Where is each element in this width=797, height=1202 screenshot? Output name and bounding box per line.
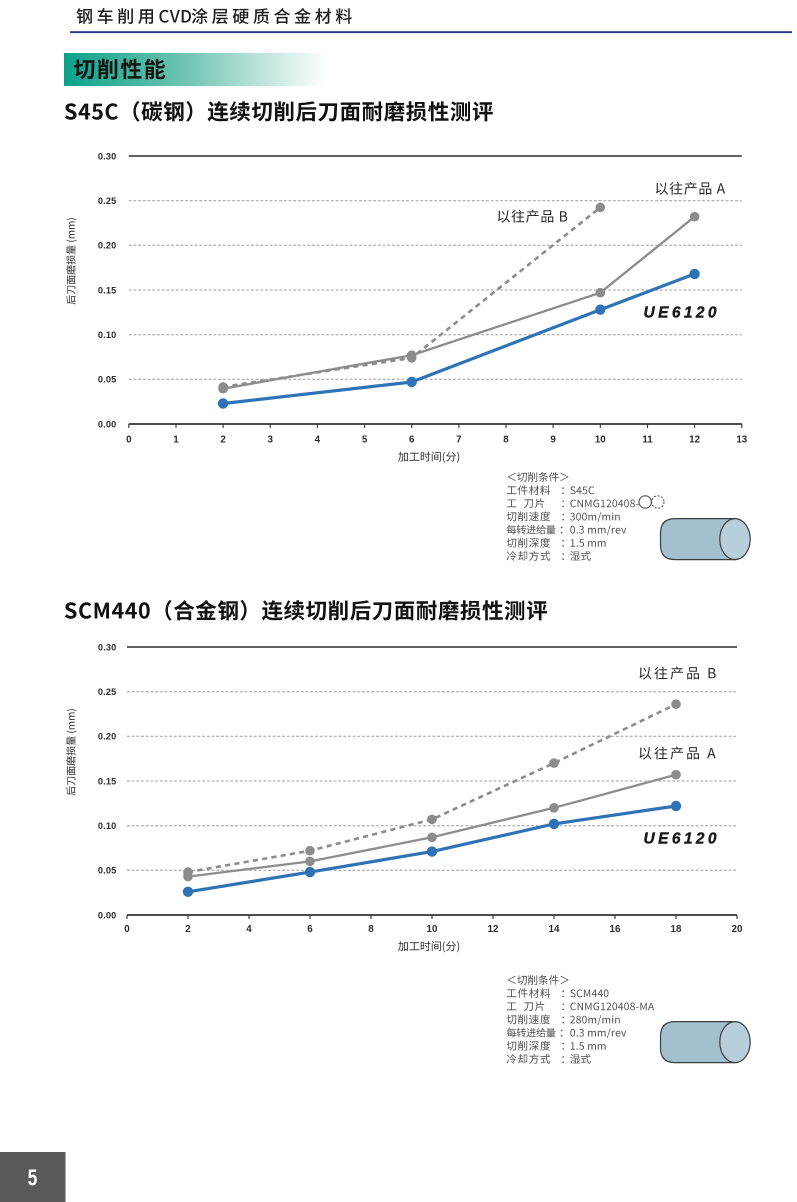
svg-text:13: 13	[736, 435, 747, 446]
svg-text:20: 20	[732, 924, 743, 935]
svg-text:8: 8	[503, 435, 509, 446]
svg-text:12: 12	[689, 435, 700, 446]
svg-text:0.30: 0.30	[98, 151, 116, 161]
svg-text:0.25: 0.25	[98, 687, 116, 697]
svg-text:1: 1	[173, 435, 179, 446]
svg-text:UE6120: UE6120	[644, 830, 720, 847]
svg-text:11: 11	[642, 435, 653, 446]
svg-text:0.15: 0.15	[98, 776, 116, 786]
svg-text:10: 10	[595, 435, 606, 446]
svg-text:16: 16	[610, 924, 621, 935]
svg-text:0.10: 0.10	[98, 821, 116, 831]
svg-text:6: 6	[409, 435, 415, 446]
svg-text:14: 14	[549, 924, 560, 935]
svg-text:18: 18	[671, 924, 682, 935]
svg-text:8: 8	[368, 924, 374, 935]
svg-text:0.30: 0.30	[98, 642, 116, 652]
svg-text:0.10: 0.10	[98, 330, 116, 340]
svg-text:UE6120: UE6120	[644, 304, 720, 321]
svg-text:0.20: 0.20	[98, 241, 116, 251]
svg-text:6: 6	[307, 924, 313, 935]
svg-text:0: 0	[126, 435, 132, 446]
svg-text:9: 9	[550, 435, 556, 446]
svg-text:0.05: 0.05	[98, 375, 116, 385]
svg-text:0.15: 0.15	[98, 285, 116, 295]
svg-text:5: 5	[28, 1165, 38, 1191]
svg-text:4: 4	[246, 924, 252, 935]
svg-text:0.00: 0.00	[98, 910, 116, 920]
svg-text:10: 10	[427, 924, 438, 935]
svg-text:5: 5	[362, 435, 368, 446]
svg-text:4: 4	[315, 435, 321, 446]
svg-text:12: 12	[488, 924, 499, 935]
svg-text:3: 3	[267, 435, 273, 446]
svg-text:7: 7	[456, 435, 462, 446]
svg-text:0: 0	[124, 924, 130, 935]
svg-text:0.25: 0.25	[98, 196, 116, 206]
svg-text:2: 2	[220, 435, 226, 446]
svg-text:2: 2	[185, 924, 191, 935]
svg-text:0.20: 0.20	[98, 732, 116, 742]
svg-text:0.05: 0.05	[98, 866, 116, 876]
svg-text:0.00: 0.00	[98, 419, 116, 429]
